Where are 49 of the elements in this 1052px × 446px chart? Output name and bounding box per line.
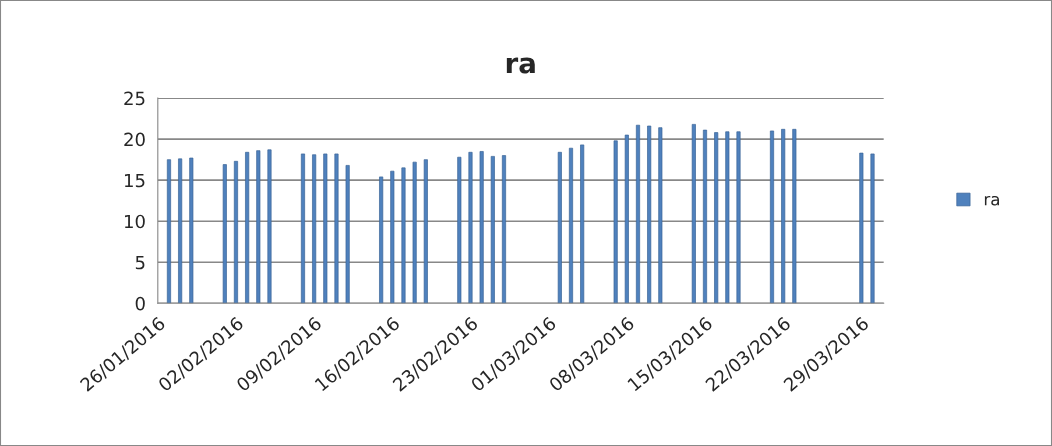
y-tick-label: 0: [135, 296, 145, 311]
bar: [178, 158, 183, 304]
bar: [769, 130, 775, 304]
bar: [613, 140, 618, 304]
bar: [568, 147, 574, 304]
bar: [725, 131, 730, 304]
bar: [233, 160, 238, 304]
bar: [312, 154, 317, 304]
bar: [714, 132, 719, 304]
bar: [624, 134, 629, 304]
bar: [870, 153, 875, 304]
legend-label: ra: [984, 195, 999, 206]
bar: [468, 151, 473, 304]
bar: [647, 125, 652, 304]
bar: [479, 151, 484, 304]
bar: [345, 165, 350, 304]
bar: [412, 161, 417, 304]
y-tick-label: 20: [124, 132, 145, 147]
bar: [166, 159, 171, 304]
bar: [423, 159, 428, 304]
bar: [245, 151, 250, 304]
y-tick-label: 25: [124, 91, 145, 106]
bar: [702, 129, 708, 304]
bar: [189, 157, 194, 304]
bar: [658, 127, 663, 304]
bar: [635, 124, 641, 304]
chart-title: ra: [506, 57, 535, 74]
bar: [501, 155, 507, 304]
bar: [792, 128, 797, 304]
bar: [267, 149, 272, 304]
bar: [691, 124, 696, 304]
bar: [580, 144, 585, 304]
bar: [490, 156, 495, 304]
bar: [379, 176, 384, 304]
y-tick-label: 5: [135, 255, 145, 270]
bar: [300, 153, 305, 304]
bar: [390, 170, 395, 304]
bar: [256, 150, 261, 304]
bar: [401, 167, 406, 304]
bar: [457, 156, 462, 304]
bar: [222, 164, 227, 304]
bar: [859, 152, 864, 304]
bar: [323, 153, 328, 304]
bar: [736, 131, 741, 304]
y-tick-label: 10: [125, 214, 145, 229]
bar: [781, 128, 786, 304]
bar: [557, 151, 562, 304]
y-tick-label: 15: [125, 173, 145, 188]
bar: [334, 153, 339, 304]
